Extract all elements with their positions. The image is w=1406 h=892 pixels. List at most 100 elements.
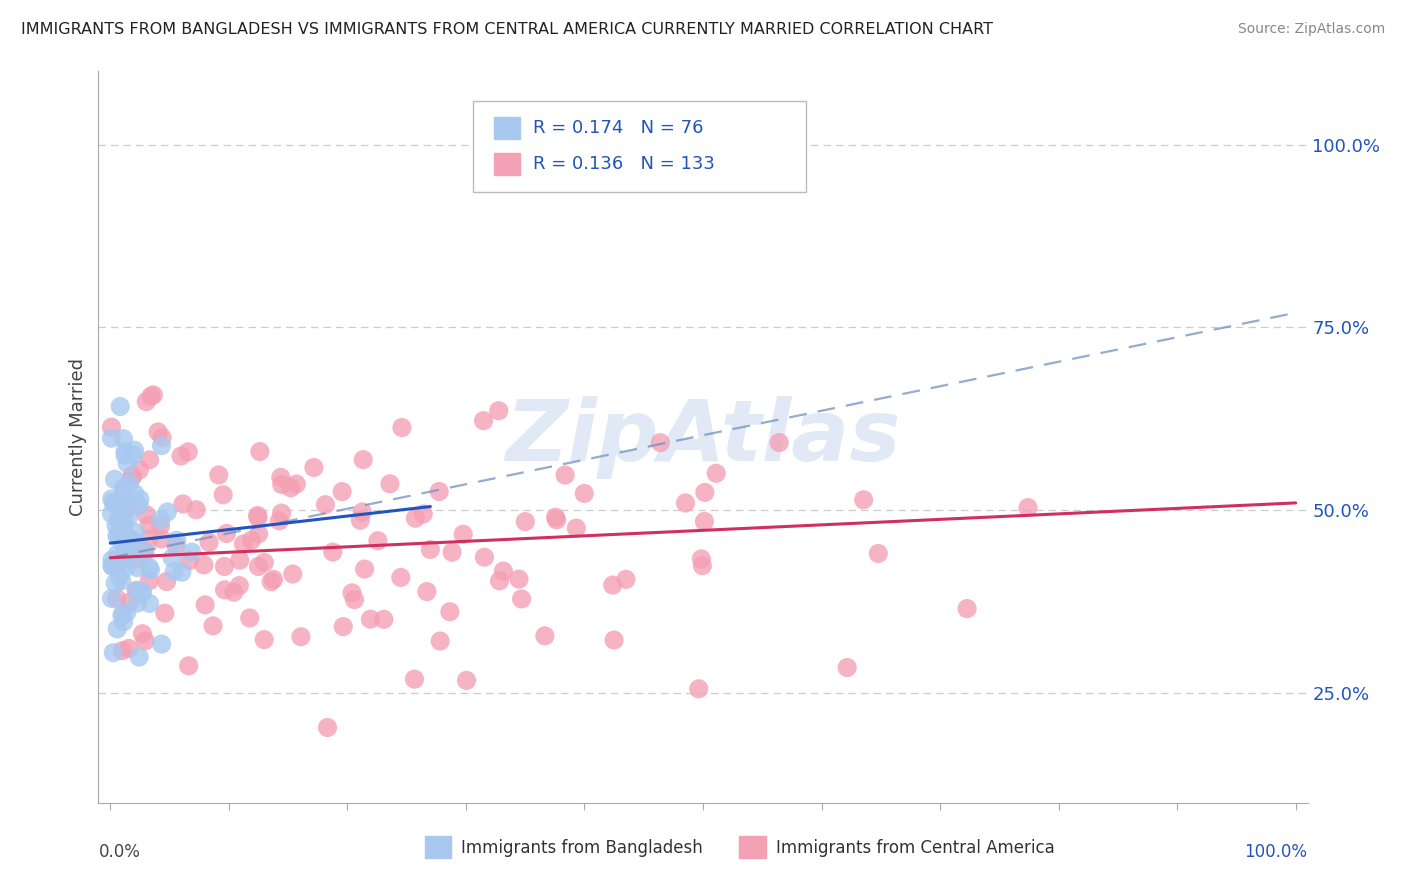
- Point: [508, 572, 530, 586]
- Point: [112, 483, 135, 497]
- Point: [688, 681, 710, 696]
- Point: [270, 506, 292, 520]
- Point: [177, 658, 200, 673]
- Point: [165, 539, 187, 553]
- Point: [352, 505, 374, 519]
- Point: [249, 444, 271, 458]
- Point: [118, 641, 141, 656]
- Point: [352, 452, 374, 467]
- Point: [146, 425, 169, 439]
- Point: [115, 457, 138, 471]
- Text: 0.0%: 0.0%: [98, 843, 141, 861]
- Point: [246, 510, 269, 524]
- Point: [115, 501, 138, 516]
- Point: [281, 567, 304, 582]
- Point: [247, 526, 270, 541]
- Point: [322, 545, 344, 559]
- Point: [111, 574, 134, 588]
- Point: [150, 637, 173, 651]
- Point: [104, 496, 127, 510]
- Point: [100, 591, 122, 606]
- Text: ZipAtlas: ZipAtlas: [505, 395, 901, 479]
- Point: [340, 586, 363, 600]
- Point: [353, 562, 375, 576]
- Point: [602, 578, 624, 592]
- Point: [247, 559, 270, 574]
- Point: [359, 612, 381, 626]
- Point: [121, 468, 143, 483]
- Text: R = 0.136   N = 133: R = 0.136 N = 133: [533, 155, 714, 173]
- Point: [108, 525, 131, 540]
- Text: 100.0%: 100.0%: [1244, 843, 1308, 861]
- Point: [186, 502, 208, 516]
- Bar: [740, 836, 766, 858]
- Point: [439, 605, 461, 619]
- Point: [127, 596, 149, 610]
- Point: [117, 533, 139, 548]
- Point: [690, 552, 713, 566]
- Point: [138, 518, 160, 533]
- Point: [104, 576, 127, 591]
- Point: [138, 596, 160, 610]
- Point: [107, 547, 129, 561]
- Point: [214, 559, 236, 574]
- Point: [156, 505, 179, 519]
- Point: [118, 476, 141, 491]
- Point: [131, 626, 153, 640]
- Point: [270, 477, 292, 491]
- Point: [229, 553, 252, 567]
- Point: [285, 477, 308, 491]
- Point: [100, 420, 122, 434]
- Y-axis label: Currently Married: Currently Married: [69, 358, 87, 516]
- Point: [554, 468, 576, 483]
- Point: [488, 403, 510, 417]
- Point: [280, 481, 302, 495]
- Point: [155, 574, 177, 589]
- Point: [693, 515, 716, 529]
- Point: [115, 560, 138, 574]
- Point: [104, 553, 127, 567]
- Point: [122, 448, 145, 462]
- Point: [1017, 500, 1039, 515]
- Point: [343, 592, 366, 607]
- Point: [101, 558, 124, 573]
- Point: [451, 527, 474, 541]
- Point: [110, 515, 132, 529]
- Point: [103, 646, 125, 660]
- Point: [194, 598, 217, 612]
- Point: [114, 512, 136, 526]
- Point: [193, 558, 215, 572]
- Point: [135, 394, 157, 409]
- Point: [125, 525, 148, 540]
- Text: Immigrants from Bangladesh: Immigrants from Bangladesh: [461, 839, 703, 857]
- Point: [128, 499, 150, 513]
- Point: [253, 556, 276, 570]
- Point: [107, 513, 129, 527]
- Point: [104, 518, 127, 533]
- Point: [492, 564, 515, 578]
- Point: [149, 512, 172, 526]
- Point: [208, 468, 231, 483]
- Point: [124, 443, 146, 458]
- Point: [534, 629, 557, 643]
- Point: [101, 559, 124, 574]
- Point: [112, 481, 135, 495]
- Point: [142, 388, 165, 402]
- Point: [128, 650, 150, 665]
- Point: [240, 533, 263, 548]
- Point: [100, 491, 122, 506]
- Point: [114, 448, 136, 462]
- Point: [675, 496, 697, 510]
- Point: [389, 570, 412, 584]
- Point: [127, 560, 149, 574]
- Point: [198, 535, 221, 549]
- Point: [302, 460, 325, 475]
- Point: [704, 467, 727, 481]
- Point: [112, 506, 135, 520]
- Point: [105, 529, 128, 543]
- Point: [139, 563, 162, 577]
- Point: [108, 569, 131, 583]
- Point: [122, 534, 145, 549]
- Point: [115, 605, 138, 619]
- Point: [111, 608, 134, 623]
